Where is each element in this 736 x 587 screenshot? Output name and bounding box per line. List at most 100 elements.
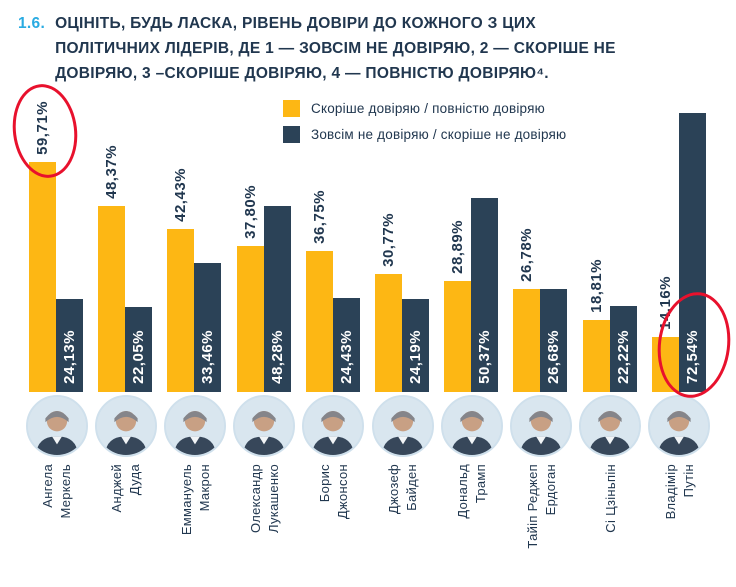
trust-swatch (283, 100, 300, 118)
leader-photo-circle (510, 395, 573, 458)
trust-value-label: 18,81% (587, 258, 605, 313)
leader-photo-circle (440, 395, 503, 458)
distrust-bar (540, 289, 568, 393)
leader-name: Анджей Дуда (91, 464, 160, 582)
bar-group: 28,89% 50,37% (437, 92, 506, 393)
bar-group: 59,71% 24,13% (22, 92, 91, 393)
leader-name-line: Меркель (58, 464, 74, 519)
trust-legend-label: Скоріше довіряю / повністю довіряю (311, 101, 545, 117)
bar-group: 48,37% 22,05% (91, 92, 160, 393)
trust-value-label: 26,78% (518, 227, 536, 282)
leader-photo (299, 395, 368, 458)
leader-photo-circle (233, 395, 296, 458)
leader-photo-circle (371, 395, 434, 458)
trust-bar (29, 162, 56, 393)
leader-name-line: Анджей (109, 464, 125, 513)
person-portrait-icon (442, 397, 501, 456)
leader-photo (437, 395, 506, 458)
trust-bar (582, 320, 610, 393)
bar-groups: 59,71% 24,13% 48,37% 22,05% 42,43% 33,46% 37,8… (0, 92, 736, 393)
leader-photo-circle (94, 395, 157, 458)
question-title-line: ОЦІНІТЬ, БУДЬ ЛАСКА, РІВЕНЬ ДОВІРИ ДО КО… (55, 15, 536, 32)
bar-group: 36,75% 24,43% (299, 92, 368, 393)
person-portrait-icon (373, 397, 432, 456)
leader-name-line: Лукашенко (265, 464, 281, 534)
leader-name-line: Владімір (662, 464, 678, 520)
distrust-value-label: 24,13% (61, 329, 78, 384)
leader-name-line: Макрон (196, 464, 212, 512)
distrust-bar (609, 306, 637, 393)
person-portrait-icon (512, 397, 571, 456)
leader-photo (230, 395, 299, 458)
bar-group: 30,77% 24,19% (368, 92, 437, 393)
leader-photo (645, 395, 714, 458)
leader-name: Сі Цзіньпін (576, 464, 645, 582)
distrust-value-label: 22,05% (130, 329, 148, 384)
leader-photo-circle (648, 395, 711, 458)
leader-name: Дональд Трамп (437, 464, 506, 582)
distrust-legend-label: Зовсім не довіряю / скоріше не довіряю (311, 127, 567, 143)
bar-group: 37,80% 48,28% (230, 92, 299, 393)
leader-name: Борис Джонсон (299, 464, 368, 582)
trust-bar (375, 274, 403, 393)
leader-name-line: Ангела (40, 464, 56, 509)
question-title-line: ПОЛІТИЧНИХ ЛІДЕРІВ, ДЕ 1 — ЗОВСІМ НЕ ДОВ… (55, 39, 616, 57)
distrust-value-label: 22,22% (614, 329, 632, 384)
distrust-value-label: 33,46% (199, 329, 217, 384)
question-header: 1.6. ОЦІНІТЬ, БУДЬ ЛАСКА, РІВЕНЬ ДОВІРИ … (0, 0, 736, 86)
person-portrait-icon (304, 397, 363, 456)
leader-photo-circle (164, 395, 226, 458)
distrust-bar (125, 307, 153, 393)
distrust-value-label: 24,43% (337, 329, 355, 384)
leader-photo-circle (25, 395, 88, 458)
trust-bar (305, 251, 333, 393)
distrust-value-label: 24,19% (407, 329, 425, 384)
trust-value-label: 42,43% (172, 167, 190, 222)
leader-name-line: Сі Цзіньпін (602, 464, 618, 534)
leader-photo (91, 395, 160, 458)
trust-bar (513, 289, 541, 393)
leader-name-line: Ердоган (542, 464, 558, 516)
trust-bar-chart: Скоріше довіряю / повністю довіряю Зовсі… (0, 80, 736, 403)
names-row: Ангела Меркель Анджей Дуда Еммануель Макрон Ол… (0, 464, 736, 582)
leader-name: Ангела Меркель (22, 464, 91, 582)
leader-name-line: Трамп (473, 464, 489, 504)
leader-name-line: Тайіп Реджеп (524, 464, 540, 549)
trust-value-label: 36,75% (310, 189, 328, 244)
leader-photo (576, 395, 645, 458)
leader-name-line: Дуда (127, 464, 143, 496)
bar-group: 42,43% 33,46% (160, 92, 229, 393)
bar-group: 18,81% 22,22% (576, 92, 645, 393)
trust-bar (98, 206, 126, 393)
person-portrait-icon (166, 397, 224, 456)
leader-photo (22, 395, 91, 458)
leader-name-line: Олександр (247, 464, 263, 534)
bar-group: 26,78% 26,68% (506, 92, 575, 393)
person-portrait-icon (235, 397, 294, 456)
person-portrait-icon (581, 397, 640, 456)
leader-name-line: Борис (316, 464, 332, 503)
trust-bar (444, 281, 472, 393)
leader-name: Владімір Путін (645, 464, 714, 582)
leader-name-line: Байден (404, 464, 420, 512)
leader-photo (160, 395, 229, 458)
distrust-bar (332, 298, 360, 393)
leader-name: Еммануель Макрон (160, 464, 229, 582)
trust-bar (236, 246, 264, 393)
leader-photo (368, 395, 437, 458)
question-title-line: ДОВІРЯЮ, 3 –СКОРІШЕ ДОВІРЯЮ, 4 — ПОВНІСТ… (55, 64, 549, 82)
distrust-bar (471, 198, 499, 393)
distrust-bar (56, 299, 83, 393)
trust-value-label: 28,89% (449, 219, 467, 274)
distrust-swatch (283, 126, 300, 144)
trust-value-label: 30,77% (380, 212, 398, 267)
distrust-bar (678, 113, 706, 393)
leader-photo (506, 395, 575, 458)
photos-row (0, 395, 736, 458)
leader-name-line: Джозеф (386, 464, 402, 515)
leader-name: Олександр Лукашенко (230, 464, 299, 582)
trust-bar (167, 229, 195, 393)
leader-name-line: Джонсон (334, 464, 350, 520)
question-title: ОЦІНІТЬ, БУДЬ ЛАСКА, РІВЕНЬ ДОВІРИ ДО КО… (55, 12, 616, 86)
